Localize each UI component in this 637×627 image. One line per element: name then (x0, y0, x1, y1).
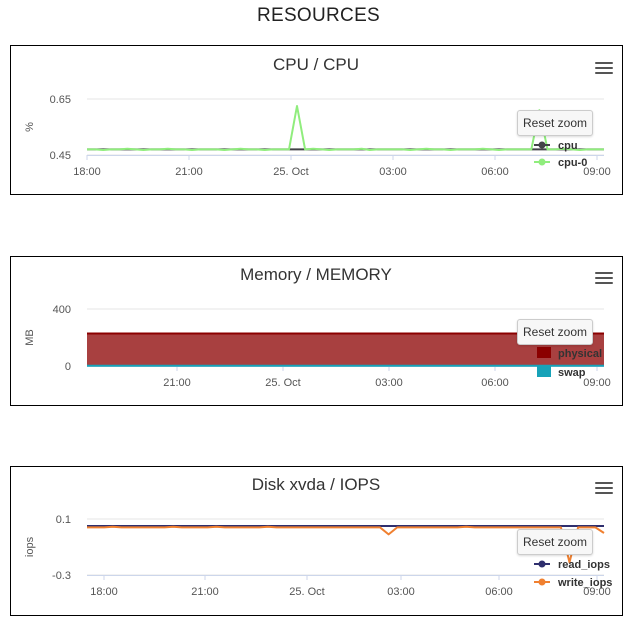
cpu-x-tick-label: 18:00 (73, 166, 101, 178)
cpu-x-tick-label: 06:00 (481, 166, 509, 178)
disk-x-tick-label: 06:00 (485, 586, 513, 598)
disk-x-tick-label: 25. Oct (289, 586, 324, 598)
disk-chart-panel: Disk xvda / IOPS iops 0.1 -0.3 18:00 21:00 25.… (10, 466, 623, 616)
cpu-legend-cpu-0-label: cpu-0 (558, 157, 587, 169)
disk-y-axis-title: iops (24, 536, 36, 557)
memory-x-tick-label: 03:00 (375, 377, 403, 389)
cpu-chart-title: CPU / CPU (273, 55, 359, 74)
disk-x-tick-label: 03:00 (387, 586, 415, 598)
cpu-y-axis-title: % (24, 122, 36, 132)
memory-chart-panel: Memory / MEMORY MB 400 0 21:00 25. Oct 03:00 06… (10, 256, 623, 406)
disk-x-tick-label: 09:00 (583, 586, 611, 598)
cpu-x-tick-label: 25. Oct (273, 166, 308, 178)
disk-series-write-iops-line (87, 525, 605, 564)
memory-x-tick-label: 21:00 (163, 377, 191, 389)
memory-series-physical-area (87, 333, 604, 366)
cpu-legend-cpu-label: cpu (558, 140, 578, 152)
page-title: RESOURCES (256, 5, 381, 26)
cpu-x-tick-label: 21:00 (175, 166, 203, 178)
disk-legend-write-iops-marker (538, 578, 546, 586)
memory-chart-title: Memory / MEMORY (240, 265, 392, 284)
cpu-chart-panel: CPU / CPU% 0.65 0.45 18:00 21:00 25. Oct 03:00… (10, 45, 623, 195)
disk-legend-read-iops-label: read_iops (558, 559, 610, 571)
memory-legend-swap-symbol (537, 366, 551, 377)
memory-reset-zoom-button[interactable]: Reset zoom (517, 319, 594, 345)
memory-legend-swap-label: swap (558, 367, 586, 379)
disk-y-tick-label: 0.1 (56, 514, 71, 526)
disk-chart: Disk xvda / IOPS iops 0.1 -0.3 18:00 21:00 25.… (24, 475, 612, 598)
memory-chart-menu-icon[interactable] (595, 272, 613, 286)
disk-legend-write-iops-label: write_iops (557, 577, 612, 589)
cpu-series-cpu-0-line (87, 105, 604, 151)
disk-x-tick-label: 21:00 (191, 586, 219, 598)
cpu-x-tick-label: 03:00 (379, 166, 407, 178)
memory-x-tick-label: 09:00 (583, 377, 611, 389)
disk-legend-read-iops-marker (538, 560, 546, 568)
disk-x-tick-label: 18:00 (90, 586, 118, 598)
memory-legend-physical-symbol (537, 347, 551, 358)
disk-reset-zoom-button[interactable]: Reset zoom (517, 529, 594, 555)
disk-chart-title: Disk xvda / IOPS (252, 475, 380, 494)
cpu-x-tick-label: 09:00 (583, 166, 611, 178)
cpu-chart-menu-icon[interactable] (595, 62, 613, 76)
disk-y-tick-label: -0.3 (52, 570, 71, 582)
cpu-legend-cpu-0-marker (538, 158, 546, 166)
memory-legend-physical-label: physical (558, 348, 602, 360)
cpu-y-tick-label: 0.45 (50, 150, 71, 162)
memory-x-tick-label: 06:00 (481, 377, 509, 389)
cpu-legend-cpu-marker (538, 141, 546, 149)
cpu-reset-zoom-button[interactable]: Reset zoom (517, 110, 594, 136)
memory-y-axis-title: MB (24, 329, 36, 346)
memory-chart: Memory / MEMORY MB 400 0 21:00 25. Oct 03:00 06… (24, 265, 611, 389)
memory-x-tick-label: 25. Oct (265, 377, 300, 389)
memory-y-tick-label: 0 (65, 361, 71, 373)
disk-chart-menu-icon[interactable] (595, 482, 613, 496)
memory-y-tick-label: 400 (53, 304, 71, 316)
cpu-y-tick-label: 0.65 (50, 94, 71, 106)
